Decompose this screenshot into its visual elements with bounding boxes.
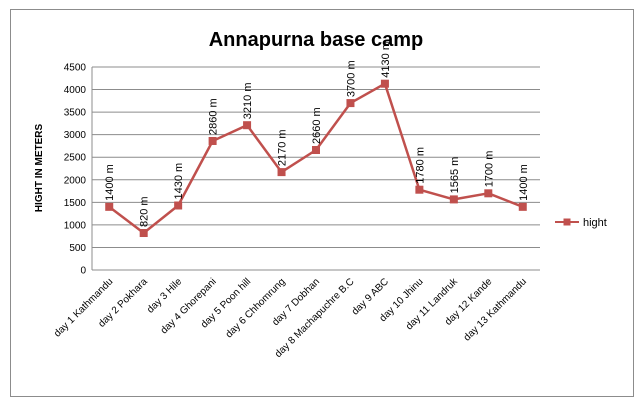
data-label: 1565 m xyxy=(449,157,461,194)
data-point xyxy=(139,229,148,238)
y-tick-label: 1500 xyxy=(64,198,87,209)
y-tick-label: 3500 xyxy=(64,108,87,119)
series-hight xyxy=(105,79,527,238)
data-point xyxy=(415,185,424,194)
data-point xyxy=(208,136,217,145)
data-point xyxy=(484,189,493,198)
x-tick-label: day 13 Kathmandu xyxy=(462,276,529,343)
chart-frame xyxy=(10,9,634,397)
data-label: 1400 m xyxy=(518,164,530,201)
legend: hight xyxy=(555,217,607,229)
x-tick-label: day 6 Chhomrung xyxy=(224,276,288,340)
data-label: 1400 m xyxy=(104,164,116,201)
data-point xyxy=(174,201,183,210)
data-point xyxy=(243,121,252,130)
data-label: 3700 m xyxy=(345,60,357,97)
y-tick-labels: 0 500 1000 1500 2000 2500 3000 3500 4000 4500 xyxy=(64,63,87,277)
chart-title: Annapurna base camp xyxy=(209,29,424,51)
data-point xyxy=(518,202,527,211)
data-label: 2860 m xyxy=(208,98,220,135)
y-tick-label: 1000 xyxy=(64,220,87,231)
data-point xyxy=(380,79,389,88)
legend-marker xyxy=(563,218,571,226)
data-point xyxy=(277,168,286,177)
y-tick-label: 4000 xyxy=(64,85,87,96)
data-label: 820 m xyxy=(139,196,151,227)
data-point xyxy=(105,202,114,211)
data-label: 1780 m xyxy=(414,147,426,184)
x-tick-label: day 1 Kathmandu xyxy=(52,276,115,339)
y-tick-label: 500 xyxy=(69,243,86,254)
data-label: 1700 m xyxy=(483,151,495,188)
data-label: 4130 m xyxy=(380,41,392,78)
y-tick-label: 4500 xyxy=(64,63,87,74)
y-tick-label: 3000 xyxy=(64,130,87,141)
data-label: 1430 m xyxy=(173,163,185,200)
data-label: 2170 m xyxy=(277,129,289,166)
y-tick-label: 2000 xyxy=(64,175,87,186)
data-label: 3210 m xyxy=(242,82,254,119)
y-tick-label: 0 xyxy=(80,266,86,277)
data-point xyxy=(312,146,320,155)
y-axis-label: HIGHT IN METERS xyxy=(34,124,45,213)
grid-lines xyxy=(91,66,540,271)
data-labels: 1400 m 820 m 1430 m 2860 m 3210 m 2170 m 2660 … xyxy=(104,41,530,227)
data-point xyxy=(346,99,355,108)
data-label: 2660 m xyxy=(311,107,323,144)
data-point xyxy=(449,195,458,204)
legend-label-hight: hight xyxy=(583,217,607,229)
y-tick-label: 2500 xyxy=(64,153,87,164)
